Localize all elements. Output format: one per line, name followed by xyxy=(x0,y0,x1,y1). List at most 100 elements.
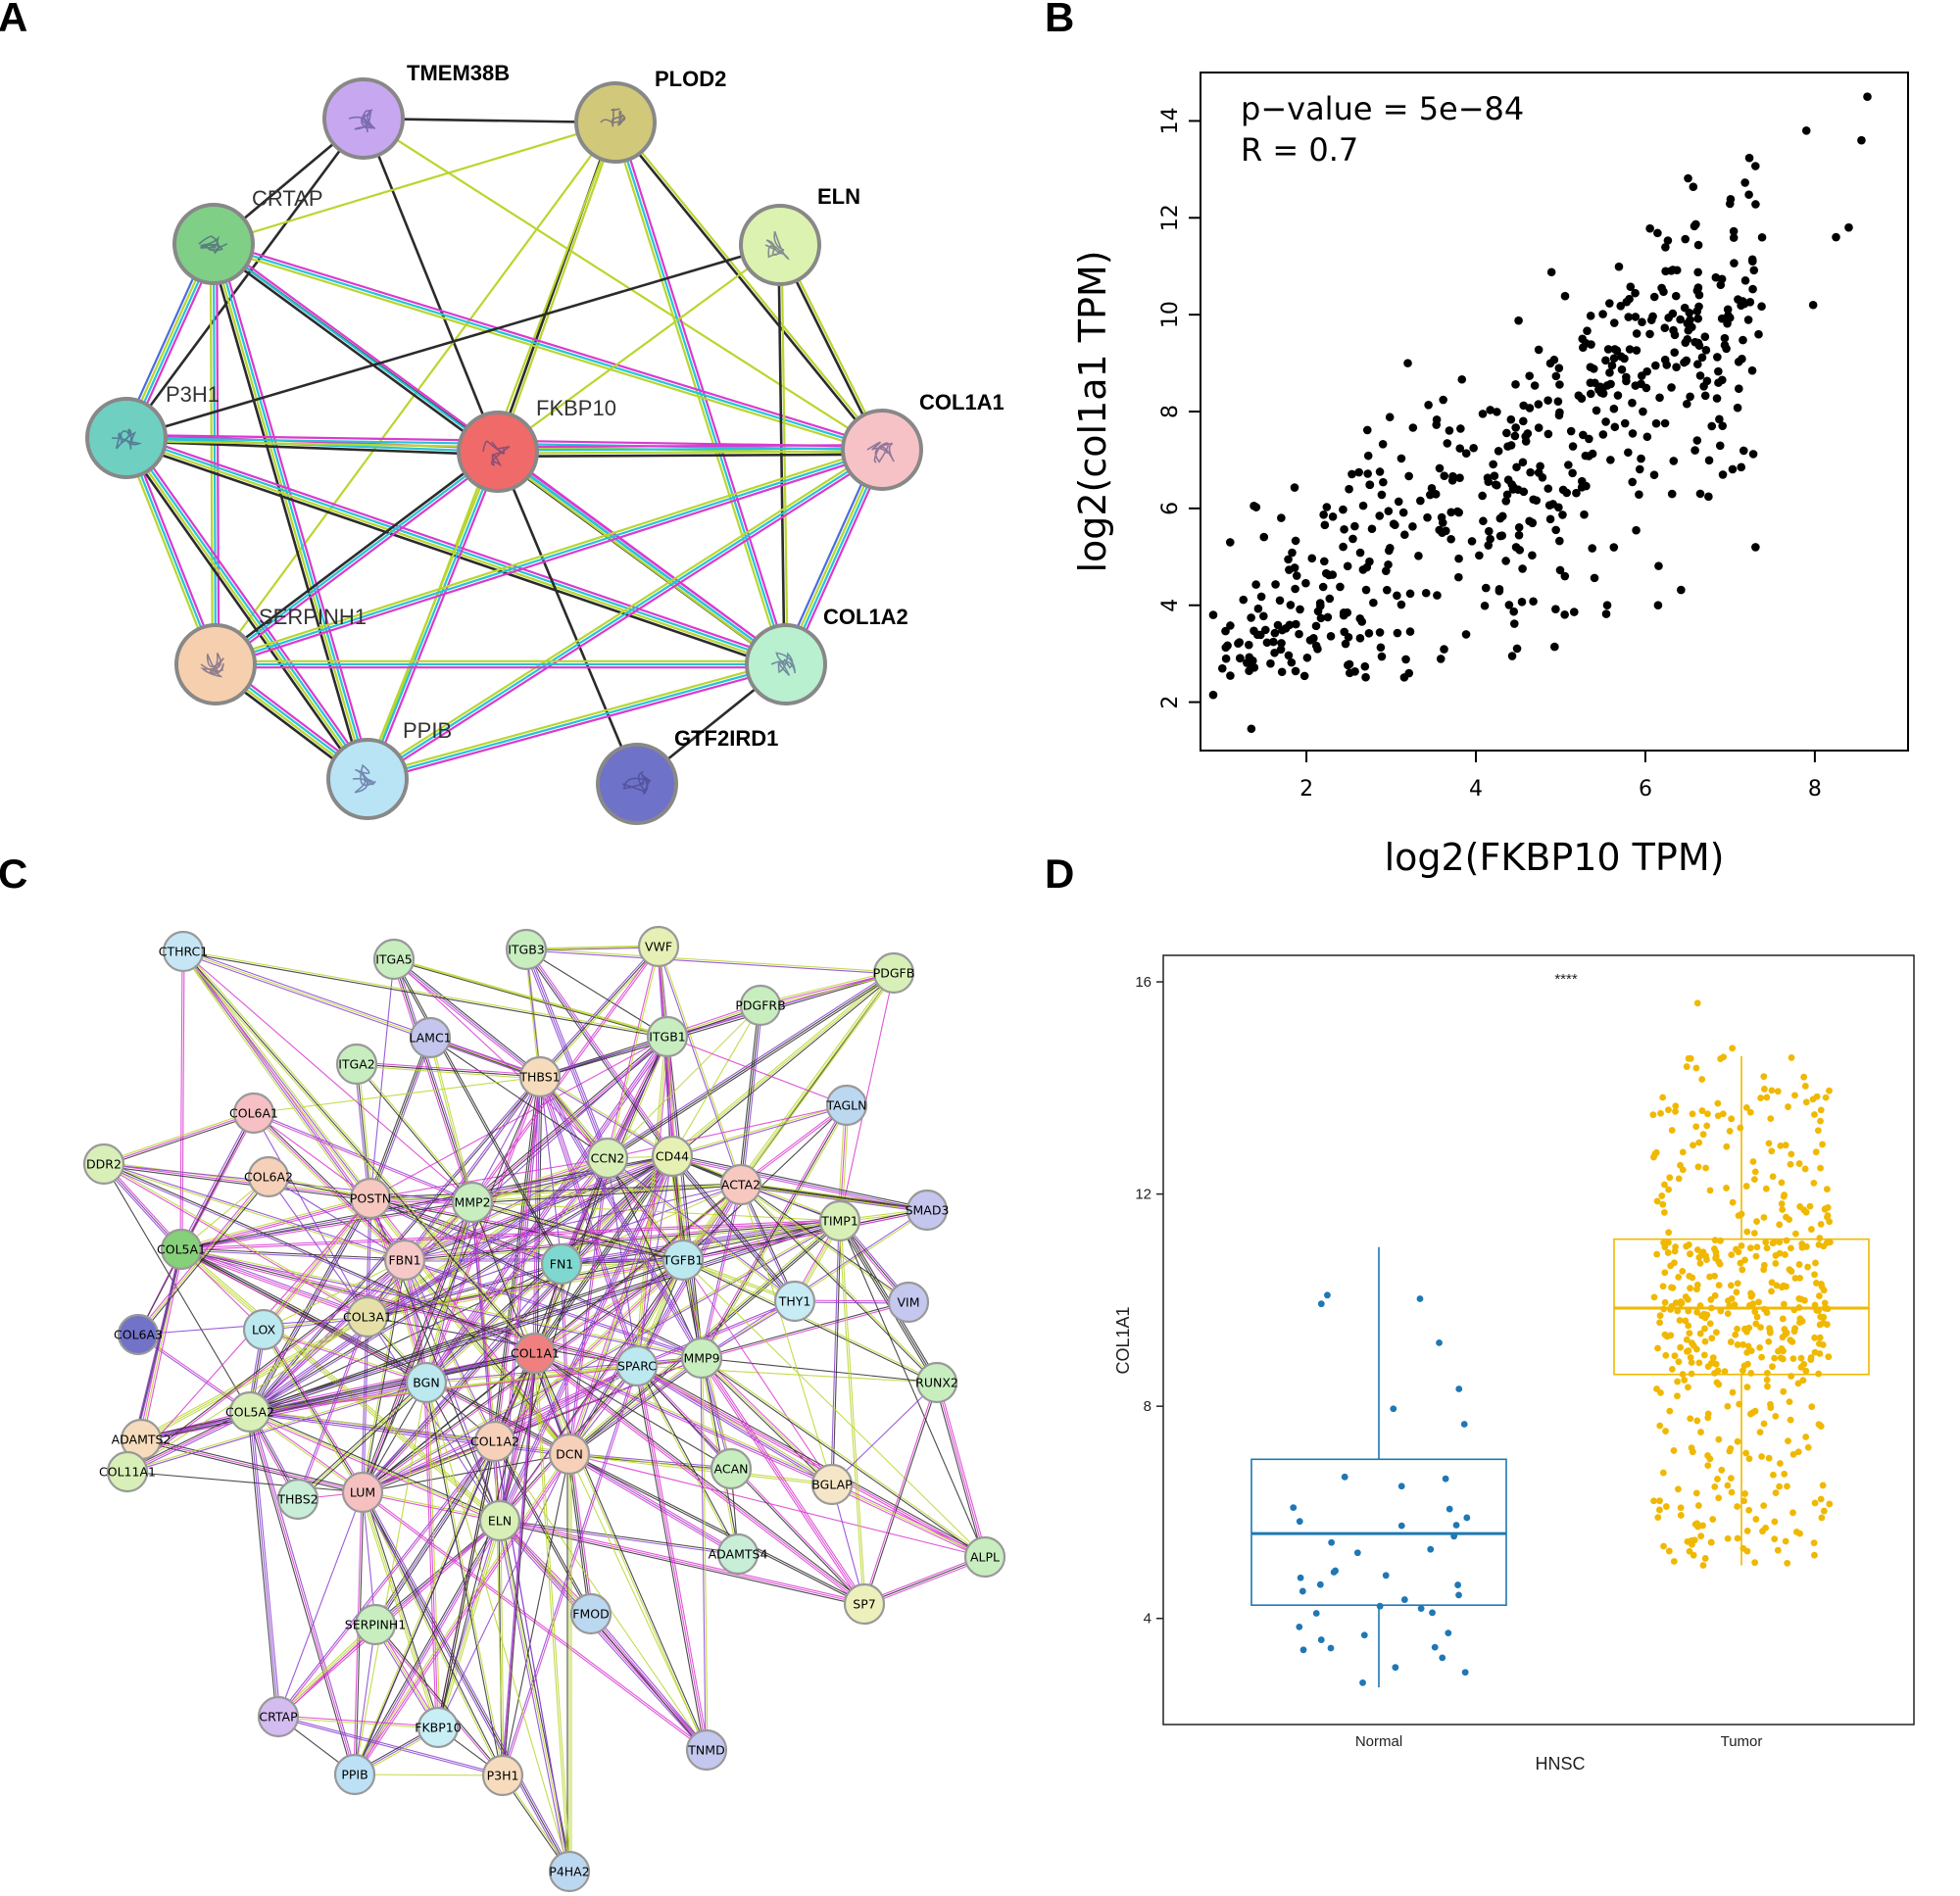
network-c-node-cthrc1[interactable]: CTHRC1 xyxy=(159,930,209,973)
scatter-point xyxy=(1677,585,1686,595)
network-c-node-col5a1[interactable]: COL5A1 xyxy=(157,1228,206,1271)
boxplot-point-tumor xyxy=(1672,1102,1680,1110)
network-c-node-col6a2[interactable]: COL6A2 xyxy=(244,1155,293,1198)
network-c-node-thbs2[interactable]: THBS2 xyxy=(276,1478,319,1521)
boxplot-point-tumor xyxy=(1782,1537,1789,1545)
network-c-node-postn[interactable]: POSTN xyxy=(350,1177,391,1220)
network-a-node-plod2[interactable]: PLOD2 xyxy=(574,67,726,164)
network-c-node-mmp9[interactable]: MMP9 xyxy=(680,1337,723,1380)
network-c-node-lamc1[interactable]: LAMC1 xyxy=(409,1016,452,1059)
network-a-node-eln[interactable]: ELN xyxy=(739,184,860,286)
network-c-node-crtap[interactable]: CRTAP xyxy=(257,1695,300,1738)
scatter-point xyxy=(1693,267,1702,277)
network-a-node-col1a2[interactable]: COL1A2 xyxy=(745,605,908,705)
network-a-node-fkbp10[interactable]: FKBP10 xyxy=(457,396,616,493)
network-c-node-adamts2[interactable]: ADAMTS2 xyxy=(112,1418,172,1461)
network-c-node-fn1[interactable]: FN1 xyxy=(540,1242,583,1286)
scatter-point xyxy=(1221,654,1231,663)
network-c-node-bglap[interactable]: BGLAP xyxy=(810,1463,853,1506)
boxplot-point-tumor xyxy=(1654,1344,1661,1352)
network-c-node-lum[interactable]: LUM xyxy=(341,1471,384,1514)
scatter-point xyxy=(1574,391,1584,401)
network-c-node-vim[interactable]: VIM xyxy=(887,1281,930,1324)
network-c-node-fbn1[interactable]: FBN1 xyxy=(383,1239,426,1282)
scatter-point xyxy=(1252,630,1262,640)
network-c-node-bgn[interactable]: BGN xyxy=(405,1361,448,1404)
network-c-node-sparc[interactable]: SPARC xyxy=(615,1344,659,1387)
scatter-point xyxy=(1566,426,1576,436)
network-c-node-p3h1[interactable]: P3H1 xyxy=(481,1754,524,1797)
boxplot-point-tumor xyxy=(1768,1288,1775,1295)
boxplot-point-tumor xyxy=(1765,1337,1773,1345)
network-c-node-thbs1[interactable]: THBS1 xyxy=(518,1055,562,1098)
network-c-node-itga5[interactable]: ITGA5 xyxy=(372,938,416,981)
boxplot-point-tumor xyxy=(1762,1185,1770,1192)
scatter-point xyxy=(1386,544,1395,553)
network-c-node-ppib[interactable]: PPIB xyxy=(333,1753,376,1796)
network-c-edge xyxy=(298,1317,369,1500)
network-c-node-ccn2[interactable]: CCN2 xyxy=(586,1137,629,1180)
boxplot-point-normal xyxy=(1400,1596,1408,1603)
network-c-node-runx2[interactable]: RUNX2 xyxy=(915,1361,958,1404)
network-c-node-ddr2[interactable]: DDR2 xyxy=(82,1142,125,1186)
network-c-node-itgb1[interactable]: ITGB1 xyxy=(646,1015,689,1058)
network-c-node-eln[interactable]: ELN xyxy=(478,1499,521,1542)
network-c-node-thy1[interactable]: THY1 xyxy=(773,1280,816,1323)
scatter-point xyxy=(1440,645,1448,654)
network-a-node-gtf2ird1[interactable]: GTF2IRD1 xyxy=(596,726,778,825)
network-c-node-pdgfb[interactable]: PDGFB xyxy=(873,951,915,995)
network-c-node-adamts4[interactable]: ADAMTS4 xyxy=(709,1532,768,1576)
network-c-edge xyxy=(277,1717,503,1777)
network-c-node-p4ha2[interactable]: P4HA2 xyxy=(548,1850,591,1893)
network-c-node-col6a1[interactable]: COL6A1 xyxy=(229,1092,278,1135)
network-c-node-itgb3[interactable]: ITGB3 xyxy=(505,928,548,971)
network-c-node-col5a2[interactable]: COL5A2 xyxy=(225,1390,274,1434)
scatter-point xyxy=(1628,398,1637,408)
network-a-node-crtap[interactable]: CRTAP xyxy=(172,186,323,285)
network-c-node-smad3[interactable]: SMAD3 xyxy=(906,1189,950,1232)
boxplot-point-tumor xyxy=(1802,1098,1810,1106)
network-c-node-mmp2[interactable]: MMP2 xyxy=(451,1181,494,1224)
network-c-node-col1a2[interactable]: COL1A2 xyxy=(470,1420,519,1463)
network-a-edge xyxy=(124,118,366,439)
network-c-node-tgfb1[interactable]: TGFB1 xyxy=(662,1239,705,1282)
network-c-node-col3a1[interactable]: COL3A1 xyxy=(343,1295,392,1338)
network-c-node-tagln[interactable]: TAGLN xyxy=(826,1084,868,1127)
boxplot-point-normal xyxy=(1296,1518,1303,1526)
network-c-edge xyxy=(472,1199,684,1259)
network-c-edge xyxy=(263,1330,426,1385)
network-c-node-col1a1[interactable]: COL1A1 xyxy=(511,1332,560,1375)
network-c-edge xyxy=(278,1441,497,1718)
network-a-node-ppib[interactable]: PPIB xyxy=(326,718,452,820)
network-c-node-dcn[interactable]: DCN xyxy=(548,1433,591,1476)
network-c-node-fkbp10[interactable]: FKBP10 xyxy=(415,1706,462,1749)
network-c-node-cd44[interactable]: CD44 xyxy=(651,1135,694,1178)
network-c-node-col6a3[interactable]: COL6A3 xyxy=(114,1313,163,1356)
network-a-node-serpinh1[interactable]: SERPINH1 xyxy=(174,605,367,705)
scatter-point xyxy=(1423,512,1432,522)
boxplot-point-tumor xyxy=(1804,1263,1812,1271)
scatter-point xyxy=(1375,467,1385,476)
network-c-node-fmod[interactable]: FMOD xyxy=(569,1592,612,1635)
network-a-node-col1a1[interactable]: COL1A1 xyxy=(841,390,1004,491)
network-a-node-p3h1[interactable]: P3H1 xyxy=(85,382,220,479)
network-c-node-pdgfrb[interactable]: PDGFRB xyxy=(735,984,786,1027)
network-c-node-serpinh1[interactable]: SERPINH1 xyxy=(345,1603,406,1646)
network-c-node-vwf[interactable]: VWF xyxy=(637,925,680,968)
network-c-node-timp1[interactable]: TIMP1 xyxy=(818,1199,861,1242)
network-c-node-acta2[interactable]: ACTA2 xyxy=(719,1163,762,1206)
boxplot-point-tumor xyxy=(1679,1371,1687,1378)
boxplot-point-tumor xyxy=(1654,1514,1662,1522)
network-c-node-itga2[interactable]: ITGA2 xyxy=(335,1043,378,1086)
boxplot-point-tumor xyxy=(1772,1252,1780,1259)
network-c-node-acan[interactable]: ACAN xyxy=(710,1447,753,1490)
network-c-node-sp7[interactable]: SP7 xyxy=(843,1582,886,1626)
network-c-node-lox[interactable]: LOX xyxy=(242,1308,285,1351)
network-c-edge xyxy=(703,1356,867,1604)
network-c-node-alpl[interactable]: ALPL xyxy=(963,1535,1006,1579)
boxplot-point-tumor xyxy=(1772,1489,1780,1496)
network-a-node-tmem38b[interactable]: TMEM38B xyxy=(322,61,510,160)
network-c-edge xyxy=(525,946,660,950)
network-c-node-col11a1[interactable]: COL11A1 xyxy=(99,1450,156,1493)
network-c-node-tnmd[interactable]: TNMD xyxy=(685,1728,728,1772)
